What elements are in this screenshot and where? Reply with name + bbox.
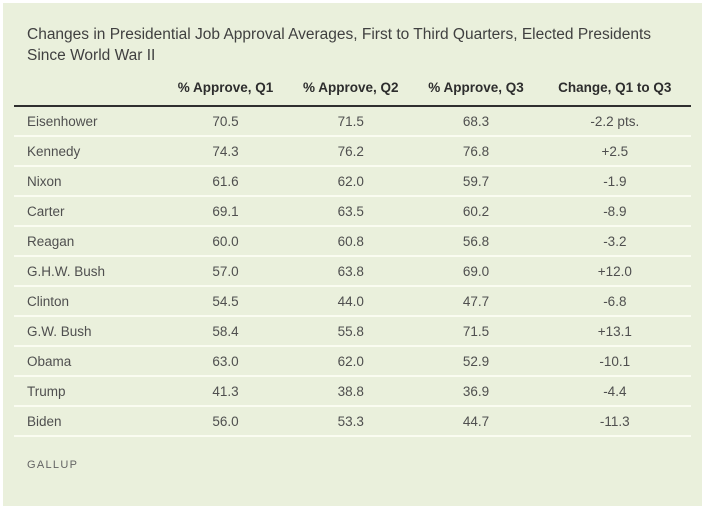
table-body: Eisenhower 70.5 71.5 68.3 -2.2 pts. Kenn… <box>14 106 691 437</box>
president-name-cell: Kennedy <box>14 136 163 167</box>
change-cell: -11.3 <box>538 406 691 437</box>
q3-cell: 60.2 <box>413 196 539 227</box>
table-header: % Approve, Q1 % Approve, Q2 % Approve, Q… <box>14 66 691 107</box>
header-row: % Approve, Q1 % Approve, Q2 % Approve, Q… <box>14 66 691 107</box>
president-name-cell: Carter <box>14 196 163 227</box>
q2-cell: 62.0 <box>288 166 414 197</box>
header-approve-q2: % Approve, Q2 <box>288 66 414 107</box>
table-row: Carter 69.1 63.5 60.2 -8.9 <box>14 196 691 227</box>
q2-cell: 60.8 <box>288 226 414 257</box>
table-row: Obama 63.0 62.0 52.9 -10.1 <box>14 346 691 377</box>
q1-cell: 56.0 <box>162 406 289 437</box>
header-approve-q1: % Approve, Q1 <box>162 66 289 107</box>
q3-cell: 47.7 <box>413 286 539 317</box>
change-cell: -6.8 <box>538 286 691 317</box>
president-name-cell: Trump <box>14 376 163 407</box>
q1-cell: 61.6 <box>162 166 289 197</box>
q1-cell: 60.0 <box>162 226 289 257</box>
q3-cell: 52.9 <box>413 346 539 377</box>
q2-cell: 62.0 <box>288 346 414 377</box>
q2-cell: 63.5 <box>288 196 414 227</box>
q3-cell: 69.0 <box>413 256 539 287</box>
table-row: Nixon 61.6 62.0 59.7 -1.9 <box>14 166 691 197</box>
change-cell: +2.5 <box>538 136 691 167</box>
q3-cell: 36.9 <box>413 376 539 407</box>
change-cell: -1.9 <box>538 166 691 197</box>
q2-cell: 44.0 <box>288 286 414 317</box>
q1-cell: 74.3 <box>162 136 289 167</box>
approval-table: % Approve, Q1 % Approve, Q2 % Approve, Q… <box>14 66 691 437</box>
change-cell: -2.2 pts. <box>538 106 691 137</box>
q1-cell: 69.1 <box>162 196 289 227</box>
table-row: Trump 41.3 38.8 36.9 -4.4 <box>14 376 691 407</box>
q3-cell: 59.7 <box>413 166 539 197</box>
q3-cell: 71.5 <box>413 316 539 347</box>
q1-cell: 58.4 <box>162 316 289 347</box>
table-row: Eisenhower 70.5 71.5 68.3 -2.2 pts. <box>14 106 691 137</box>
president-name-cell: Eisenhower <box>14 106 163 137</box>
president-name-cell: Obama <box>14 346 163 377</box>
q1-cell: 70.5 <box>162 106 289 137</box>
table-row: G.H.W. Bush 57.0 63.8 69.0 +12.0 <box>14 256 691 287</box>
q2-cell: 71.5 <box>288 106 414 137</box>
q1-cell: 57.0 <box>162 256 289 287</box>
president-name-cell: G.W. Bush <box>14 316 163 347</box>
q1-cell: 63.0 <box>162 346 289 377</box>
president-name-cell: Clinton <box>14 286 163 317</box>
q1-cell: 41.3 <box>162 376 289 407</box>
q1-cell: 54.5 <box>162 286 289 317</box>
change-cell: -10.1 <box>538 346 691 377</box>
q2-cell: 76.2 <box>288 136 414 167</box>
change-cell: +12.0 <box>538 256 691 287</box>
president-name-cell: G.H.W. Bush <box>14 256 163 287</box>
header-change: Change, Q1 to Q3 <box>538 66 691 107</box>
president-name-cell: Biden <box>14 406 163 437</box>
table-row: G.W. Bush 58.4 55.8 71.5 +13.1 <box>14 316 691 347</box>
q2-cell: 53.3 <box>288 406 414 437</box>
table-row: Biden 56.0 53.3 44.7 -11.3 <box>14 406 691 437</box>
approval-table-card: Changes in Presidential Job Approval Ave… <box>3 3 702 506</box>
q2-cell: 55.8 <box>288 316 414 347</box>
table-title: Changes in Presidential Job Approval Ave… <box>27 26 652 64</box>
change-cell: -3.2 <box>538 226 691 257</box>
q3-cell: 76.8 <box>413 136 539 167</box>
q2-cell: 38.8 <box>288 376 414 407</box>
source-label: GALLUP <box>27 459 79 471</box>
q3-cell: 56.8 <box>413 226 539 257</box>
change-cell: -8.9 <box>538 196 691 227</box>
q3-cell: 44.7 <box>413 406 539 437</box>
president-name-cell: Reagan <box>14 226 163 257</box>
change-cell: +13.1 <box>538 316 691 347</box>
header-president <box>14 66 163 107</box>
table-row: Clinton 54.5 44.0 47.7 -6.8 <box>14 286 691 317</box>
header-approve-q3: % Approve, Q3 <box>413 66 539 107</box>
q3-cell: 68.3 <box>413 106 539 137</box>
q2-cell: 63.8 <box>288 256 414 287</box>
table-row: Kennedy 74.3 76.2 76.8 +2.5 <box>14 136 691 167</box>
table-row: Reagan 60.0 60.8 56.8 -3.2 <box>14 226 691 257</box>
president-name-cell: Nixon <box>14 166 163 197</box>
change-cell: -4.4 <box>538 376 691 407</box>
